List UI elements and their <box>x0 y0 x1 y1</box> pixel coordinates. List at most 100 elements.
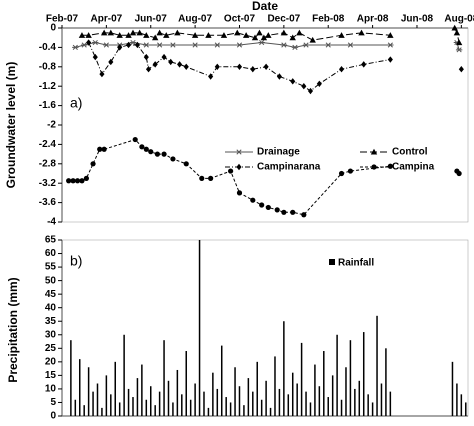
bar <box>118 402 121 416</box>
x-tick-label: Feb-08 <box>312 14 345 25</box>
marker <box>152 61 158 68</box>
y-tick-label: -0.4 <box>39 42 57 53</box>
legend-label: Campinarana <box>257 162 321 173</box>
bar <box>207 407 210 416</box>
bar <box>194 383 196 416</box>
x-tick-label: Jun-07 <box>135 14 168 25</box>
marker <box>151 34 159 41</box>
x-tick-label: Aug-07 <box>178 14 212 25</box>
bar <box>212 372 214 416</box>
marker <box>191 42 199 48</box>
y-tick-label: 20 <box>45 356 57 367</box>
bar <box>172 402 174 416</box>
marker <box>161 53 167 61</box>
bar <box>149 386 152 416</box>
marker <box>99 70 105 78</box>
bar <box>371 402 374 416</box>
marker <box>338 170 345 177</box>
marker <box>361 61 367 68</box>
marker <box>90 161 96 167</box>
marker <box>260 34 268 41</box>
x-tick-label: Feb-07 <box>46 14 79 25</box>
bar <box>309 402 312 416</box>
series-line <box>75 42 460 50</box>
y-tick-label: 10 <box>45 384 57 395</box>
bar <box>92 391 94 416</box>
marker <box>85 32 92 38</box>
marker <box>116 32 123 38</box>
bar <box>70 340 72 416</box>
bar <box>189 399 192 416</box>
marker <box>347 42 354 48</box>
y-tick-label: -2.4 <box>39 139 57 150</box>
bar <box>456 383 458 416</box>
x-tick-label: Apr-08 <box>357 14 389 25</box>
marker <box>80 42 88 48</box>
marker <box>259 202 265 208</box>
marker <box>174 29 181 36</box>
marker <box>170 156 176 162</box>
y-tick-label: -0.8 <box>39 61 57 72</box>
bar <box>243 405 245 416</box>
marker <box>74 178 81 184</box>
bar <box>229 402 232 416</box>
plot-frame <box>61 27 469 223</box>
y-tick-label: 60 <box>45 248 57 259</box>
marker <box>183 63 189 70</box>
y-tick-label: 40 <box>45 302 57 313</box>
marker <box>301 83 307 90</box>
marker <box>205 32 212 38</box>
bar <box>318 386 321 416</box>
marker <box>290 78 296 85</box>
legend-label: Rainfall <box>338 258 374 269</box>
marker <box>236 42 243 48</box>
bar <box>465 402 467 416</box>
marker <box>139 144 145 150</box>
marker <box>371 164 377 170</box>
bar <box>110 394 112 416</box>
bar <box>198 240 201 416</box>
legend-label: Campina <box>392 162 435 173</box>
bar <box>354 388 356 416</box>
bar <box>274 356 276 416</box>
marker <box>250 66 256 73</box>
y-tick-label: -2.8 <box>39 158 57 169</box>
marker <box>143 32 150 38</box>
marker <box>307 87 314 95</box>
bar <box>345 367 347 416</box>
bar <box>176 369 179 416</box>
marker <box>228 168 234 174</box>
bar <box>203 391 205 416</box>
bar <box>216 388 219 416</box>
marker <box>136 29 143 36</box>
marker <box>387 56 393 63</box>
marker <box>265 32 272 38</box>
marker <box>143 42 150 48</box>
marker <box>276 73 282 80</box>
marker <box>220 32 228 38</box>
marker <box>236 163 242 171</box>
bar <box>451 361 454 416</box>
marker <box>78 32 86 38</box>
marker <box>347 168 354 174</box>
marker <box>199 175 205 181</box>
marker <box>290 209 296 215</box>
marker <box>154 151 160 157</box>
marker <box>291 44 299 50</box>
marker <box>234 29 241 36</box>
bar <box>145 399 148 416</box>
marker <box>250 197 256 203</box>
bar <box>123 334 125 416</box>
series-line <box>89 43 462 92</box>
marker <box>156 42 163 48</box>
marker <box>168 58 174 66</box>
marker <box>236 63 243 70</box>
marker <box>132 136 138 143</box>
legend-swatch <box>329 259 335 265</box>
bar <box>291 372 294 416</box>
bar <box>340 399 343 416</box>
x-axis-label: Date <box>252 0 278 13</box>
bar <box>287 394 290 416</box>
marker <box>274 207 280 213</box>
